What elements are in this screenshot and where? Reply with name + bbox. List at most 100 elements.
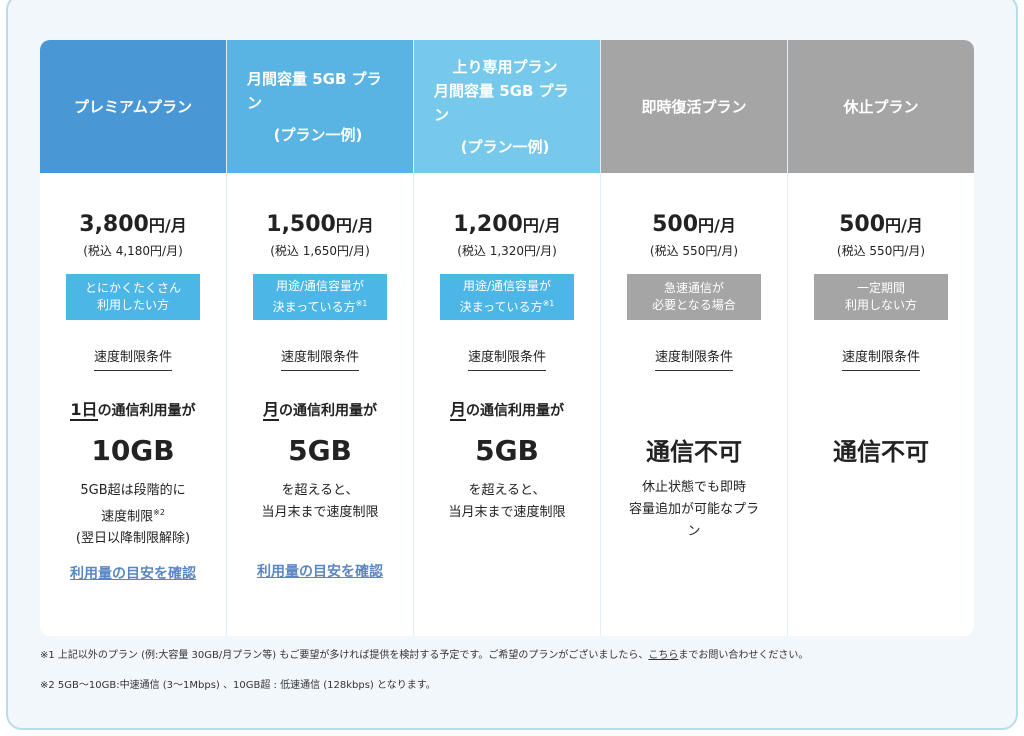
price-value: 1,500: [266, 212, 336, 237]
limit-note: を超えると、 当月末まで速度制限: [448, 480, 565, 524]
usage-period: 月: [262, 400, 279, 421]
price-per-month: /月: [164, 216, 187, 235]
usage-text: の通信利用量が: [466, 403, 564, 419]
data-limit-value: 10GB: [91, 434, 175, 467]
communication-status: 通信不可: [646, 438, 742, 466]
footnote-mark: ※1: [542, 299, 555, 308]
usage-condition: 月の通信利用量が: [449, 399, 564, 422]
footnotes: ※1 上記以外のプラン (例:大容量 30GB/月プラン等) もご要望が多ければ…: [40, 648, 1000, 694]
price-value: 500: [652, 212, 699, 237]
plan-name: プレミアムプラン: [73, 97, 193, 116]
usage-text: の通信利用量が: [279, 403, 377, 419]
price-per-month: /月: [901, 216, 923, 235]
plan-column-pause: 休止プラン 500円/月 (税込 550円/月) 一定期間 利用しない方 速度制…: [788, 40, 974, 636]
contact-link[interactable]: こちら: [648, 650, 679, 661]
price-yen: 円: [148, 216, 165, 235]
plan-column-5gb: 月間容量 5GB プラン (プラン一例) 1,500円/月 (税込 1,650円…: [227, 40, 414, 636]
usage-condition: 1日の通信利用量が: [70, 399, 196, 422]
speed-limit-condition-label: 速度制限条件: [467, 348, 546, 371]
plan-price: 500円/月: [652, 211, 736, 240]
badge-line: 用途/通信容量が: [275, 279, 365, 293]
note-line: 休止状態でも即時: [641, 480, 746, 495]
badge-line: とにかくたくさん: [84, 281, 181, 295]
price-tax-included: (税込 1,650円/月): [270, 244, 370, 258]
plan-comparison-table: プレミアムプラン 3,800円/月 (税込 4,180円/月) とにかくたくさん…: [40, 40, 974, 636]
note-line: 当月末まで速度制限: [448, 505, 566, 520]
plan-column-upload-5gb: 上り専用プラン 月間容量 5GB プラン (プラン一例) 1,200円/月 (税…: [414, 40, 601, 636]
communication-status: 通信不可: [833, 438, 929, 466]
speed-limit-condition-label: 速度制限条件: [280, 348, 359, 371]
price-tax-included: (税込 1,320円/月): [457, 244, 557, 258]
usage-period: 1日: [70, 400, 98, 421]
note-line-with-mark: 速度制限※2: [76, 502, 190, 528]
check-usage-guide-link[interactable]: 利用量の目安を確認: [70, 566, 196, 583]
price-value: 1,200: [453, 212, 523, 237]
note-line: 5GB超は段階的に: [80, 483, 186, 498]
footnote-1-text-end: までお問い合わせください。: [678, 650, 809, 661]
data-limit-value: 5GB: [288, 434, 352, 467]
note-line: 当月末まで速度制限: [261, 505, 379, 520]
badge-line: 決まっている方: [459, 300, 543, 314]
plan-header-upload-5gb: 上り専用プラン 月間容量 5GB プラン (プラン一例): [414, 40, 600, 173]
note-line: 容量追加が可能なプラ: [628, 502, 759, 517]
footnote-1: ※1 上記以外のプラン (例:大容量 30GB/月プラン等) もご要望が多ければ…: [40, 648, 1000, 664]
plan-header-5gb: 月間容量 5GB プラン (プラン一例): [227, 40, 413, 173]
note-line: 速度制限: [101, 509, 154, 525]
speed-limit-condition-label: 速度制限条件: [841, 348, 920, 371]
speed-limit-condition-label: 速度制限条件: [93, 348, 172, 371]
price-value: 500: [839, 212, 886, 237]
target-user-badge: 用途/通信容量が 決まっている方※1: [440, 274, 574, 320]
price-value: 3,800: [79, 212, 149, 237]
badge-line: 用途/通信容量が: [462, 279, 552, 293]
check-usage-guide-link[interactable]: 利用量の目安を確認: [257, 564, 383, 580]
note-line: (翌日以降制限解除): [75, 531, 191, 547]
plan-header-premium: プレミアムプラン: [40, 40, 226, 173]
badge-line-with-mark: 決まっている方※1: [460, 295, 555, 316]
plan-name: 月間容量 5GB プラン: [247, 69, 382, 112]
target-user-badge: 用途/通信容量が 決まっている方※1: [253, 274, 387, 320]
badge-line: 急速通信が: [663, 281, 724, 295]
price-tax-included: (税込 4,180円/月): [83, 244, 183, 258]
badge-line: 必要となる場合: [652, 298, 736, 312]
note-line: を超えると、: [281, 483, 359, 498]
plan-example-label: (プラン一例): [460, 137, 550, 156]
usage-period: 月: [449, 400, 466, 421]
target-user-badge: 一定期間 利用しない方: [814, 274, 948, 320]
plan-name: 上り専用プラン: [452, 57, 558, 76]
price-per-month: /月: [351, 216, 374, 235]
limit-note: 休止状態でも即時 容量追加が可能なプラ ン: [629, 477, 759, 543]
note-line: ン: [687, 524, 701, 539]
speed-limit-condition-label: 速度制限条件: [654, 348, 733, 371]
plan-example-label: (プラン一例): [273, 125, 363, 144]
badge-line: 利用したい方: [96, 298, 169, 312]
badge-line: 一定期間: [856, 281, 905, 295]
usage-text: の通信利用量が: [97, 403, 196, 419]
plan-price: 3,800円/月: [79, 211, 186, 240]
plan-column-premium: プレミアムプラン 3,800円/月 (税込 4,180円/月) とにかくたくさん…: [40, 40, 227, 636]
plan-price: 1,200円/月: [453, 211, 560, 240]
plan-name: 即時復活プラン: [641, 97, 747, 116]
plan-header-instant-revive: 即時復活プラン: [601, 40, 787, 173]
plan-column-instant-revive: 即時復活プラン 500円/月 (税込 550円/月) 急速通信が 必要となる場合…: [601, 40, 788, 636]
limit-note: 5GB超は段階的に 速度制限※2 (翌日以降制限解除): [76, 480, 190, 550]
usage-condition: 月の通信利用量が: [262, 399, 377, 422]
plan-price: 500円/月: [839, 211, 923, 240]
plan-name: 休止プラン: [843, 97, 919, 116]
note-line: を超えると、: [468, 483, 546, 498]
price-yen: 円: [522, 216, 539, 235]
footnote-2: ※2 5GB～10GB:中速通信 (3～1Mbps) 、10GB超 : 低速通信…: [40, 680, 436, 691]
price-per-month: /月: [714, 216, 736, 235]
badge-line: 利用しない方: [844, 298, 917, 312]
price-yen: 円: [885, 216, 902, 235]
price-per-month: /月: [538, 216, 561, 235]
footnote-1-text: ※1 上記以外のプラン (例:大容量 30GB/月プラン等) もご要望が多ければ…: [40, 650, 649, 661]
footnote-mark: ※2: [153, 508, 165, 517]
target-user-badge: 急速通信が 必要となる場合: [627, 274, 761, 320]
price-yen: 円: [698, 216, 715, 235]
target-user-badge: とにかくたくさん 利用したい方: [66, 274, 200, 320]
plan-name-line2: 月間容量 5GB プラン: [434, 81, 569, 124]
price-yen: 円: [335, 216, 352, 235]
badge-line: 決まっている方: [272, 300, 356, 314]
footnote-mark: ※1: [355, 299, 368, 308]
badge-line-with-mark: 決まっている方※1: [273, 295, 368, 316]
